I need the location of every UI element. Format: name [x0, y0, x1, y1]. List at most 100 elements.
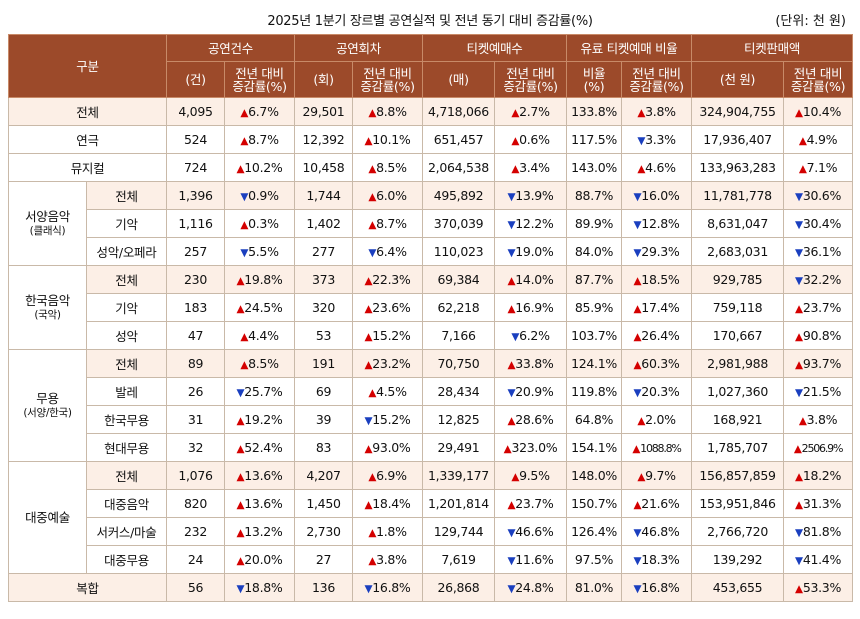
- value-cell: 62,218: [422, 293, 495, 322]
- triangle-up-icon: ▲: [633, 303, 642, 315]
- value-cell: 1,116: [166, 209, 225, 238]
- value-cell: 53: [294, 321, 353, 350]
- change-rate-cell: ▲3.8%: [352, 545, 423, 574]
- change-rate-cell: ▲20.0%: [224, 545, 295, 574]
- value-cell: 29,501: [294, 97, 353, 126]
- triangle-down-icon: ▼: [368, 247, 377, 259]
- value-cell: 64.8%: [566, 405, 623, 434]
- triangle-down-icon: ▼: [633, 555, 642, 567]
- value-cell: 69: [294, 377, 353, 406]
- change-rate-cell: ▲9.7%: [621, 461, 693, 490]
- row-label: 현대무용: [86, 433, 167, 462]
- change-rate-cell: ▲10.4%: [783, 97, 854, 126]
- value-cell: 1,027,360: [691, 377, 785, 406]
- change-rate-cell: ▼18.3%: [621, 545, 693, 574]
- table-row: 기악 183 ▲24.5% 320 ▲23.6% 62,218 ▲16.9% 85.9% ▲17…: [9, 293, 854, 322]
- value-cell: 8,631,047: [691, 209, 785, 238]
- triangle-up-icon: ▲: [795, 107, 803, 119]
- change-rate-cell: ▲2506.9%: [783, 433, 854, 462]
- subheader-cell: (천 원): [691, 61, 785, 98]
- change-rate-cell: ▲52.4%: [224, 433, 295, 462]
- triangle-up-icon: ▲: [236, 163, 245, 175]
- triangle-down-icon: ▼: [795, 219, 803, 231]
- change-rate-cell: ▼5.5%: [224, 237, 295, 266]
- triangle-up-icon: ▲: [503, 443, 512, 455]
- triangle-up-icon: ▲: [236, 471, 245, 483]
- value-cell: 230: [166, 265, 225, 294]
- change-rate-cell: ▼12.8%: [621, 209, 693, 238]
- value-cell: 28,434: [422, 377, 495, 406]
- triangle-up-icon: ▲: [637, 107, 646, 119]
- triangle-up-icon: ▲: [236, 303, 245, 315]
- value-cell: 83: [294, 433, 353, 462]
- triangle-down-icon: ▼: [507, 555, 516, 567]
- change-rate-cell: ▲4.5%: [352, 377, 423, 406]
- change-rate-cell: ▼18.8%: [224, 573, 295, 602]
- triangle-up-icon: ▲: [236, 415, 245, 427]
- value-cell: 117.5%: [566, 125, 623, 154]
- change-rate-cell: ▲10.2%: [224, 153, 295, 182]
- value-cell: 143.0%: [566, 153, 623, 182]
- header-paid-ratio: 유료 티켓예매 비율: [566, 34, 693, 62]
- triangle-down-icon: ▼: [633, 387, 642, 399]
- row-label: 전체: [86, 265, 167, 294]
- table-row: 대중무용 24 ▲20.0% 27 ▲3.8% 7,619 ▼11.6% 97.5% ▼18.3…: [9, 545, 854, 574]
- table-title: 2025년 1분기 장르별 공연실적 및 전년 동기 대비 증감률(%): [267, 14, 593, 29]
- group-label: 한국음악 (국악): [8, 265, 87, 350]
- change-rate-cell: ▲18.4%: [352, 489, 423, 518]
- triangle-down-icon: ▼: [633, 247, 642, 259]
- value-cell: 89: [166, 349, 225, 378]
- change-rate-cell: ▲13.6%: [224, 489, 295, 518]
- change-rate-cell: ▼3.3%: [621, 125, 693, 154]
- triangle-up-icon: ▲: [507, 499, 516, 511]
- change-rate-cell: ▲3.8%: [783, 405, 854, 434]
- subheader-cell: 전년 대비 증감률(%): [621, 61, 693, 98]
- table-row: 뮤지컬 724 ▲10.2% 10,458 ▲8.5% 2,064,538 ▲3.4% 143…: [8, 153, 854, 182]
- triangle-up-icon: ▲: [364, 135, 373, 147]
- value-cell: 150.7%: [566, 489, 623, 518]
- change-rate-cell: ▼46.6%: [493, 517, 568, 546]
- table-row: 성악 47 ▲4.4% 53 ▲15.2% 7,166 ▼6.2% 103.7% ▲26.4% 1…: [9, 321, 854, 350]
- row-label: 한국무용: [86, 405, 167, 434]
- value-cell: 929,785: [691, 265, 785, 294]
- triangle-down-icon: ▼: [507, 247, 516, 259]
- change-rate-cell: ▼16.8%: [352, 573, 423, 602]
- table-row: 대중예술 전체 1,076 ▲13.6% 4,207 ▲6.9% 1,339,177 ▲9.5…: [8, 461, 854, 574]
- value-cell: 7,619: [422, 545, 495, 574]
- value-cell: 724: [166, 153, 225, 182]
- value-cell: 85.9%: [566, 293, 623, 322]
- table-row: 성악/오페라 257 ▼5.5% 277 ▼6.4% 110,023 ▼19.0% 84.0%…: [9, 237, 854, 266]
- triangle-up-icon: ▲: [368, 387, 377, 399]
- value-cell: 2,766,720: [691, 517, 785, 546]
- value-cell: 126.4%: [566, 517, 623, 546]
- change-rate-cell: ▼19.0%: [493, 237, 568, 266]
- change-rate-cell: ▲3.8%: [621, 97, 693, 126]
- value-cell: 191: [294, 349, 353, 378]
- value-cell: 153,951,846: [691, 489, 785, 518]
- row-label: 서커스/마술: [86, 517, 167, 546]
- triangle-up-icon: ▲: [795, 499, 803, 511]
- triangle-up-icon: ▲: [236, 443, 245, 455]
- value-cell: 156,857,859: [691, 461, 785, 490]
- row-label: 대중음악: [86, 489, 167, 518]
- change-rate-cell: ▲19.8%: [224, 265, 295, 294]
- row-label: 전체: [8, 97, 167, 126]
- value-cell: 1,402: [294, 209, 353, 238]
- value-cell: 84.0%: [566, 237, 623, 266]
- change-rate-cell: ▲4.9%: [783, 125, 854, 154]
- triangle-up-icon: ▲: [364, 303, 373, 315]
- triangle-up-icon: ▲: [236, 555, 245, 567]
- value-cell: 4,718,066: [422, 97, 495, 126]
- triangle-down-icon: ▼: [633, 191, 642, 203]
- change-rate-cell: ▲19.2%: [224, 405, 295, 434]
- triangle-up-icon: ▲: [637, 163, 646, 175]
- value-cell: 81.0%: [566, 573, 623, 602]
- subheader-cell: 전년 대비 증감률(%): [224, 61, 295, 98]
- change-rate-cell: ▲6.9%: [352, 461, 423, 490]
- subheader-cell: 전년 대비 증감률(%): [493, 61, 568, 98]
- value-cell: 170,667: [691, 321, 785, 350]
- triangle-up-icon: ▲: [240, 331, 249, 343]
- triangle-down-icon: ▼: [240, 191, 249, 203]
- triangle-down-icon: ▼: [240, 247, 249, 259]
- change-rate-cell: ▲26.4%: [621, 321, 693, 350]
